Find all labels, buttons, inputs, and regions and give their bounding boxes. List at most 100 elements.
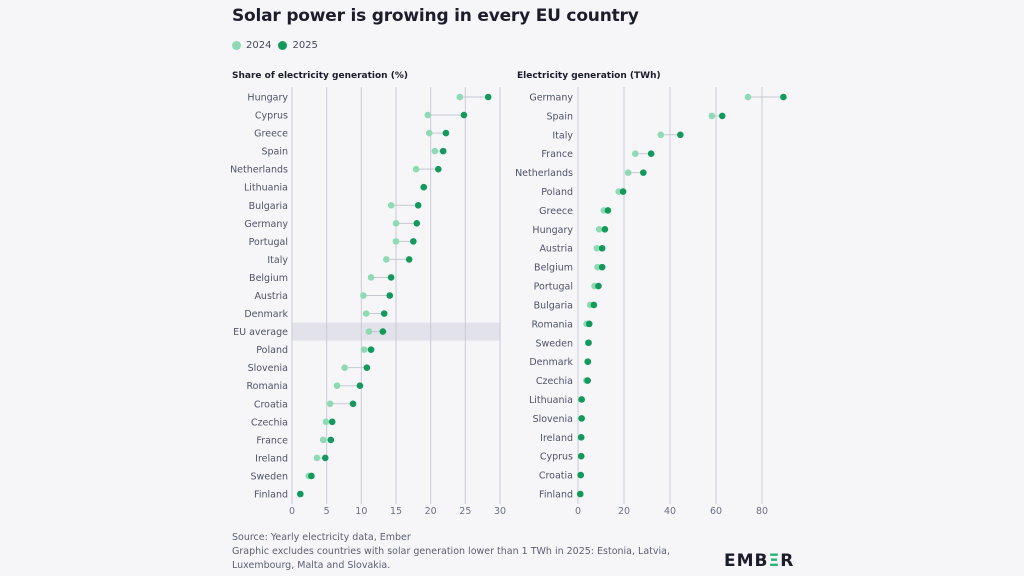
point-2025 (585, 320, 593, 328)
x-tick-label: 40 (664, 506, 676, 517)
category-label: Ireland (540, 433, 573, 444)
category-label: Poland (541, 187, 573, 198)
category-label: France (541, 149, 573, 160)
x-tick-label: 30 (494, 506, 506, 517)
point-2024 (657, 131, 665, 139)
point-2025 (414, 201, 422, 209)
ember-logo: EMBΞR (724, 551, 795, 571)
point-2025 (434, 165, 442, 173)
point-2024 (333, 382, 341, 390)
point-2025 (308, 472, 315, 480)
point-2025 (442, 129, 450, 137)
legend-swatch-2025 (278, 41, 288, 50)
x-tick-label: 25 (459, 506, 471, 517)
chart-subtitle: Share of electricity generation (%) (232, 71, 408, 81)
x-tick-label: 80 (756, 506, 768, 517)
point-2025 (484, 93, 492, 101)
category-label: Spain (261, 147, 288, 158)
category-label: Belgium (249, 273, 288, 284)
x-tick-label: 60 (710, 506, 722, 517)
point-2025 (413, 220, 421, 227)
category-label: Portugal (249, 237, 288, 248)
category-label: Lithuania (244, 183, 288, 194)
category-label: Belgium (534, 263, 573, 274)
category-label: Hungary (247, 93, 288, 104)
category-label: Netherlands (515, 168, 573, 179)
point-2025 (420, 183, 428, 191)
category-label: Italy (552, 130, 573, 141)
category-label: Austria (254, 291, 288, 302)
x-tick-label: 10 (355, 506, 367, 517)
point-2025 (297, 490, 304, 498)
point-2024 (456, 93, 464, 101)
x-tick-label: 5 (324, 506, 330, 517)
point-2024 (708, 112, 716, 120)
point-2024 (594, 263, 601, 271)
point-2024 (595, 226, 603, 233)
chart-subtitle: Electricity generation (TWh) (517, 71, 661, 81)
point-2024 (424, 111, 432, 119)
point-2025 (327, 436, 335, 444)
point-2024 (360, 346, 368, 353)
category-label: Sweden (535, 338, 573, 349)
legend-label-2025: 2025 (292, 40, 318, 51)
point-2024 (431, 147, 439, 155)
point-2025 (328, 418, 336, 426)
point-2025 (601, 226, 609, 233)
category-label: Poland (256, 345, 288, 356)
category-label: Finland (539, 490, 573, 501)
point-2024 (392, 220, 400, 227)
category-label: Denmark (529, 357, 573, 368)
point-2024 (362, 310, 370, 317)
point-2025 (578, 396, 585, 403)
point-2025 (584, 377, 591, 384)
point-2024 (387, 201, 395, 209)
point-2024 (341, 364, 348, 371)
point-2024 (624, 169, 632, 176)
point-2025 (349, 400, 357, 408)
x-tick-label: 0 (575, 506, 581, 517)
point-2024 (313, 454, 321, 462)
point-2025 (640, 169, 647, 176)
point-2025 (380, 310, 388, 317)
point-2025 (439, 147, 447, 155)
category-label: Germany (529, 93, 573, 104)
point-2025 (619, 188, 627, 195)
category-label: Greece (539, 206, 573, 217)
point-2024 (382, 256, 390, 263)
point-2025 (647, 150, 655, 158)
category-label: Romania (531, 319, 573, 330)
point-2024 (319, 436, 327, 444)
point-2025 (356, 382, 364, 390)
category-label: Austria (539, 244, 573, 255)
category-label: Czechia (536, 376, 573, 387)
category-label: Czechia (251, 417, 288, 428)
point-2025 (577, 433, 585, 441)
category-label: Cyprus (540, 452, 573, 463)
point-2025 (386, 292, 394, 299)
point-2025 (718, 112, 726, 120)
category-label: Denmark (244, 309, 288, 320)
category-label: Netherlands (230, 165, 288, 176)
category-label: EU average (233, 327, 288, 338)
point-2025 (410, 238, 417, 245)
point-2025 (578, 415, 585, 422)
legend-swatch-2024 (232, 41, 241, 50)
footer-note-line2: Luxembourg, Malta and Slovakia. (232, 560, 391, 571)
category-label: Ireland (255, 453, 288, 464)
point-2025 (590, 301, 598, 309)
point-2024 (367, 274, 375, 281)
legend-label-2024: 2024 (246, 40, 272, 51)
point-2025 (577, 490, 584, 498)
point-2025 (460, 111, 468, 119)
point-2025 (387, 274, 395, 281)
point-2024 (412, 165, 420, 173)
point-2024 (744, 93, 752, 101)
category-label: Slovenia (248, 363, 288, 374)
category-label: Portugal (534, 282, 573, 293)
point-2024 (631, 150, 639, 158)
chart-title: Solar power is growing in every EU count… (232, 6, 639, 26)
point-2025 (584, 358, 592, 365)
footer-source: Source: Yearly electricity data, Ember (232, 532, 411, 543)
